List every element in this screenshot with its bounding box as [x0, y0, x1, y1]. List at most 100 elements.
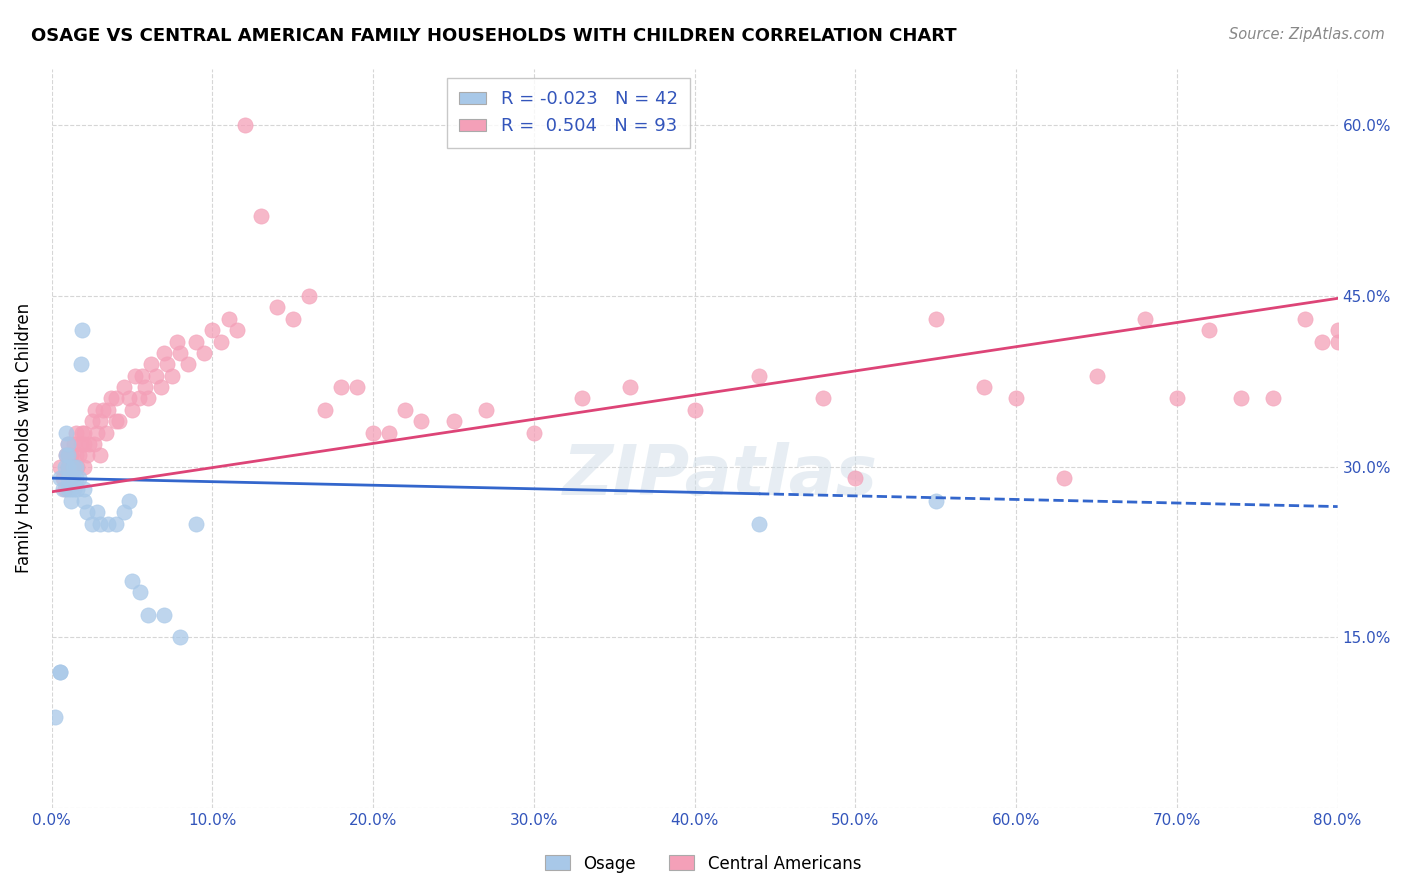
- Point: [145, 368, 167, 383]
- Point: [813, 392, 835, 406]
- Point: [77, 437, 100, 451]
- Point: [65, 459, 87, 474]
- Point: [129, 585, 152, 599]
- Point: [1198, 323, 1220, 337]
- Point: [1326, 334, 1348, 349]
- Point: [73, 494, 96, 508]
- Point: [1053, 471, 1076, 485]
- Point: [474, 402, 496, 417]
- Point: [62, 471, 84, 485]
- Text: ZIPatlas: ZIPatlas: [562, 442, 877, 508]
- Point: [69, 357, 91, 371]
- Text: OSAGE VS CENTRAL AMERICAN FAMILY HOUSEHOLDS WITH CHILDREN CORRELATION CHART: OSAGE VS CENTRAL AMERICAN FAMILY HOUSEHO…: [31, 27, 956, 45]
- Point: [121, 574, 143, 588]
- Point: [1085, 368, 1108, 383]
- Point: [60, 494, 83, 508]
- Point: [128, 392, 150, 406]
- Point: [201, 323, 224, 337]
- Point: [186, 334, 208, 349]
- Point: [55, 449, 77, 463]
- Point: [1230, 392, 1253, 406]
- Point: [63, 437, 86, 451]
- Point: [925, 494, 948, 508]
- Text: Source: ZipAtlas.com: Source: ZipAtlas.com: [1229, 27, 1385, 42]
- Point: [1295, 311, 1317, 326]
- Point: [56, 437, 79, 451]
- Point: [105, 414, 128, 428]
- Point: [1005, 392, 1028, 406]
- Point: [52, 471, 75, 485]
- Point: [56, 449, 79, 463]
- Point: [49, 471, 72, 485]
- Point: [844, 471, 866, 485]
- Point: [86, 425, 108, 440]
- Point: [177, 357, 200, 371]
- Point: [394, 402, 416, 417]
- Point: [1326, 323, 1348, 337]
- Point: [153, 607, 176, 622]
- Point: [91, 402, 114, 417]
- Point: [62, 459, 84, 474]
- Point: [156, 357, 179, 371]
- Point: [112, 505, 135, 519]
- Point: [330, 380, 353, 394]
- Point: [86, 505, 108, 519]
- Point: [298, 289, 321, 303]
- Point: [233, 119, 256, 133]
- Point: [748, 516, 770, 531]
- Point: [73, 425, 96, 440]
- Point: [108, 414, 131, 428]
- Point: [1263, 392, 1285, 406]
- Point: [53, 483, 76, 497]
- Point: [281, 311, 304, 326]
- Point: [105, 516, 128, 531]
- Point: [105, 392, 128, 406]
- Point: [97, 516, 120, 531]
- Point: [266, 301, 288, 315]
- Point: [65, 471, 87, 485]
- Point: [56, 437, 79, 451]
- Point: [150, 380, 173, 394]
- Point: [89, 414, 111, 428]
- Point: [1133, 311, 1156, 326]
- Point: [56, 471, 79, 485]
- Point: [56, 459, 79, 474]
- Point: [136, 607, 159, 622]
- Point: [169, 346, 191, 360]
- Point: [186, 516, 208, 531]
- Point: [118, 392, 141, 406]
- Point: [96, 425, 118, 440]
- Point: [49, 459, 72, 474]
- Point: [66, 483, 89, 497]
- Point: [60, 471, 83, 485]
- Point: [72, 323, 94, 337]
- Point: [72, 425, 94, 440]
- Point: [134, 380, 156, 394]
- Point: [52, 483, 75, 497]
- Point: [80, 516, 103, 531]
- Point: [73, 483, 96, 497]
- Point: [153, 346, 176, 360]
- Point: [56, 449, 79, 463]
- Point: [67, 471, 90, 485]
- Y-axis label: Family Households with Children: Family Households with Children: [15, 303, 32, 574]
- Point: [76, 505, 98, 519]
- Point: [131, 368, 153, 383]
- Point: [619, 380, 641, 394]
- Point: [60, 449, 83, 463]
- Point: [55, 449, 77, 463]
- Point: [67, 449, 90, 463]
- Point: [56, 459, 79, 474]
- Point: [56, 483, 79, 497]
- Point: [62, 459, 84, 474]
- Point: [65, 425, 87, 440]
- Legend: R = -0.023   N = 42, R =  0.504   N = 93: R = -0.023 N = 42, R = 0.504 N = 93: [447, 78, 690, 148]
- Point: [683, 402, 706, 417]
- Point: [346, 380, 368, 394]
- Point: [84, 402, 107, 417]
- Point: [523, 425, 546, 440]
- Point: [100, 392, 122, 406]
- Point: [121, 402, 143, 417]
- Point: [136, 392, 159, 406]
- Point: [209, 334, 232, 349]
